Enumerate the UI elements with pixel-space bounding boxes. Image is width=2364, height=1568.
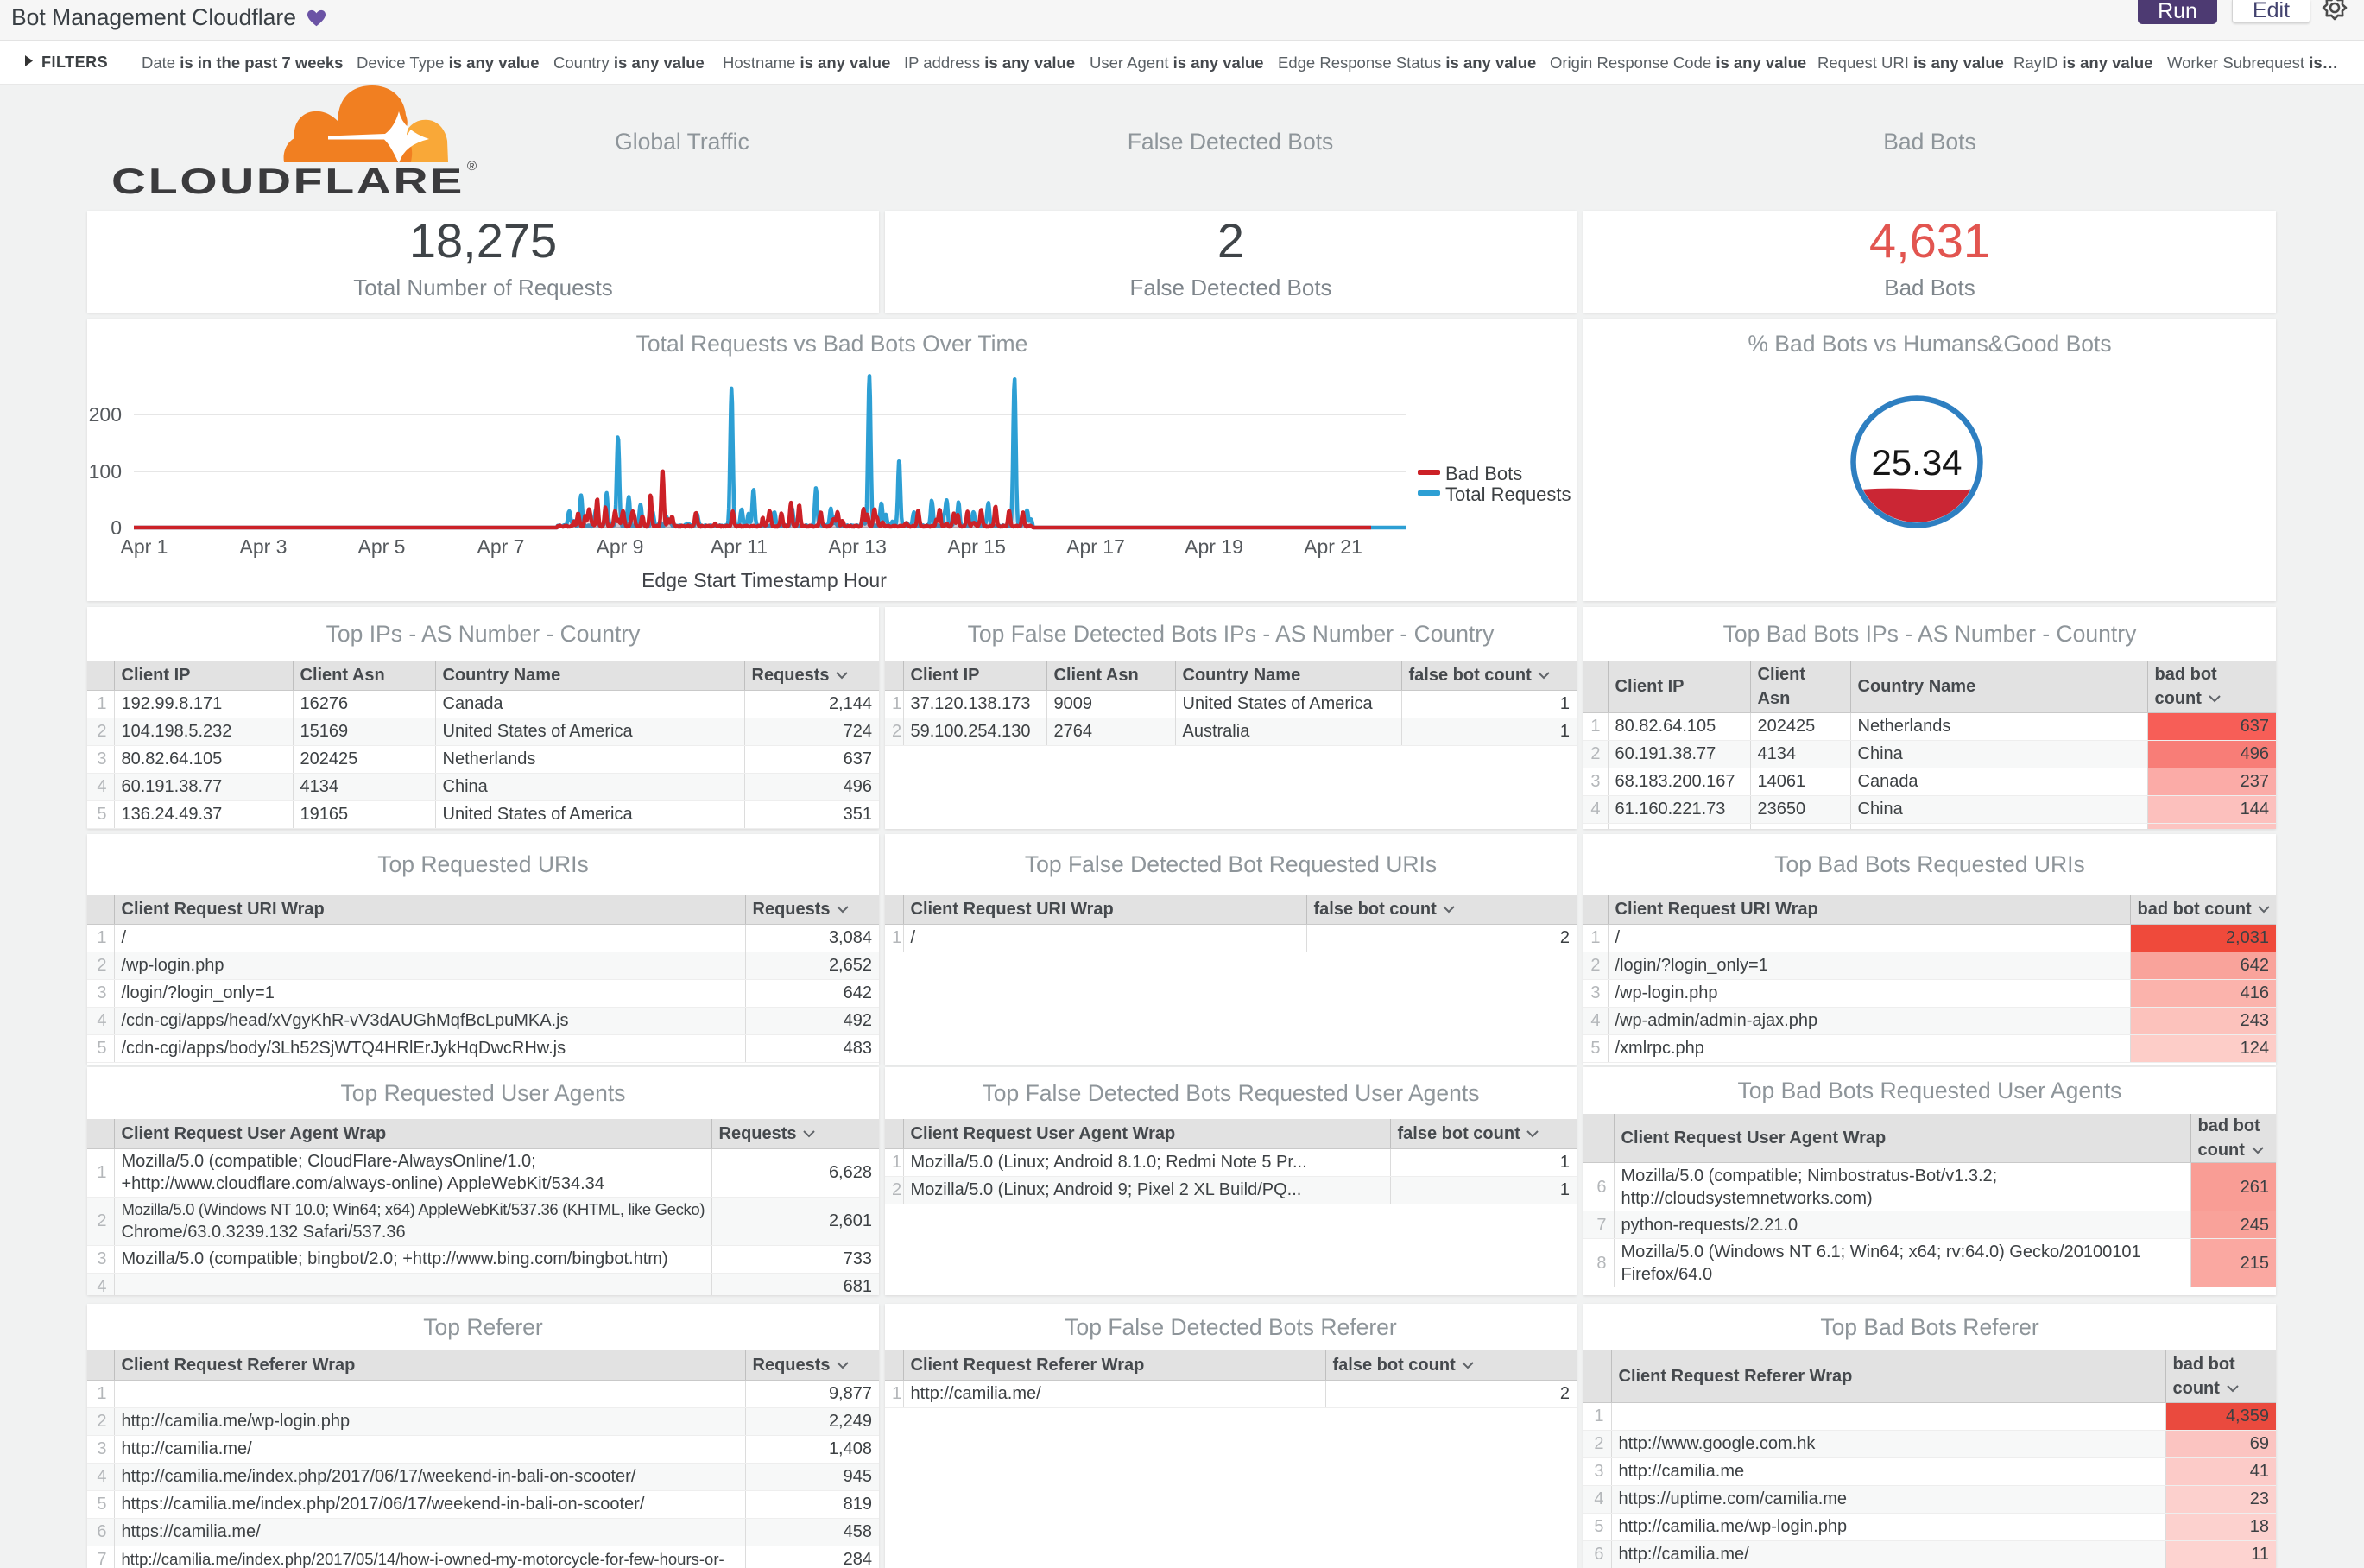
svg-text:Apr 1: Apr 1 [121, 535, 168, 558]
svg-text:100: 100 [89, 460, 122, 483]
svg-text:Apr 5: Apr 5 [358, 535, 406, 558]
svg-text:Apr 3: Apr 3 [240, 535, 288, 558]
svg-text:200: 200 [89, 403, 122, 426]
svg-text:Apr 11: Apr 11 [711, 535, 768, 558]
svg-text:Apr 7: Apr 7 [477, 535, 525, 558]
svg-text:Total Requests: Total Requests [1445, 484, 1571, 505]
svg-text:Apr 13: Apr 13 [828, 535, 887, 558]
svg-text:Apr 19: Apr 19 [1185, 535, 1243, 558]
svg-text:®: ® [467, 159, 477, 174]
svg-text:Bad Bots: Bad Bots [1445, 463, 1522, 484]
svg-text:0: 0 [111, 516, 122, 539]
svg-text:Apr 9: Apr 9 [597, 535, 644, 558]
svg-text:CLOUDFLARE: CLOUDFLARE [111, 161, 465, 201]
svg-text:Apr 15: Apr 15 [947, 535, 1006, 558]
svg-text:25.34: 25.34 [1871, 442, 1962, 483]
svg-text:Edge Start Timestamp Hour: Edge Start Timestamp Hour [642, 569, 887, 591]
svg-text:Apr 17: Apr 17 [1066, 535, 1125, 558]
svg-text:Apr 21: Apr 21 [1304, 535, 1362, 558]
